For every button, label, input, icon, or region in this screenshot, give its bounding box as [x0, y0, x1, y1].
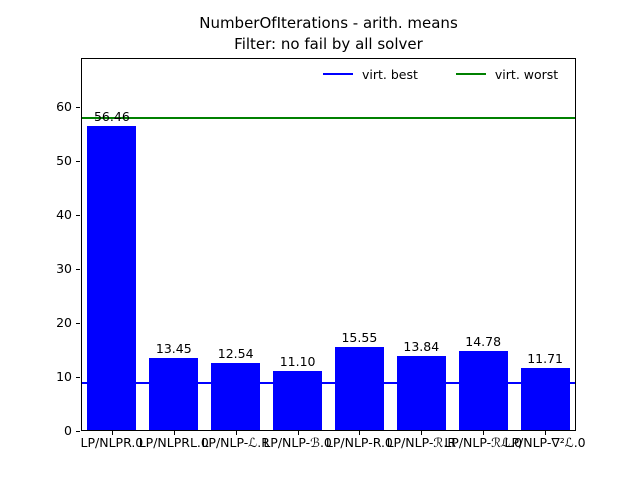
legend-item-virt-worst: virt. worst [455, 66, 559, 82]
y-tick-label: 30 [56, 260, 72, 276]
x-tick [235, 431, 237, 435]
x-tick-label: LP/NLP-ℬ.0 [263, 435, 332, 450]
legend-item-virt-best: virt. best [323, 67, 418, 82]
bar-4 [273, 371, 323, 431]
x-tick [359, 431, 361, 435]
x-tick [483, 431, 485, 435]
x-tick-label: LP/NLP-ℛℒ.0 [444, 435, 523, 450]
bar-7 [458, 351, 508, 431]
x-tick-label: LP/NLPR.0 [80, 435, 144, 450]
chart-title-line-1: NumberOfIterations - arith. means [199, 14, 458, 32]
x-tick [173, 431, 175, 435]
chart-title: NumberOfIterations - arith. means Filter… [81, 13, 576, 55]
bar-value-label: 15.55 [341, 329, 378, 345]
y-tick [76, 322, 80, 324]
legend: virt. best virt. worst [323, 66, 558, 82]
bar-value-label: 14.78 [465, 334, 502, 350]
x-tick-label: LP/NLP-ℛ.R [386, 435, 457, 450]
bar-6 [396, 356, 446, 431]
y-tick [76, 376, 80, 378]
x-tick-label: LP/NLP-∇²ℒ.0 [504, 435, 586, 450]
y-tick [76, 106, 80, 108]
bar-value-label: 13.84 [403, 339, 440, 355]
y-tick [76, 431, 80, 432]
y-tick [76, 268, 80, 270]
x-tick [545, 431, 547, 435]
x-tick-label: LP/NLPRL.0 [138, 435, 209, 450]
bar-2 [149, 358, 199, 431]
y-tick-label: 10 [56, 368, 72, 384]
virt-best-line-icon [323, 73, 353, 75]
y-tick-label: 40 [56, 206, 72, 222]
bar-value-label: 13.45 [155, 341, 192, 357]
bar-value-label: 11.71 [527, 350, 563, 366]
bar-value-label: 12.54 [217, 346, 254, 362]
x-tick-label: LP/NLP-R.0 [325, 435, 393, 450]
y-tick [76, 160, 80, 162]
y-tick-label: 50 [56, 152, 72, 168]
x-tick [111, 431, 113, 435]
y-tick-label: 20 [56, 314, 72, 330]
x-tick-label: LP/NLP-ℒ.R [201, 435, 270, 450]
y-tick-label: 0 [64, 423, 72, 438]
legend-label-virt-worst: virt. worst [494, 66, 559, 82]
y-tick-label: 60 [56, 98, 72, 114]
bar-value-label: 11.10 [279, 354, 316, 369]
x-tick [297, 431, 299, 435]
virt-worst-line-icon [455, 73, 486, 75]
x-tick [421, 431, 423, 435]
bar-1 [87, 125, 137, 431]
bar-5 [334, 346, 384, 431]
y-tick [76, 214, 80, 216]
bar-3 [211, 363, 261, 431]
chart-title-line-2: Filter: no fail by all solver [234, 35, 423, 53]
reference-line-virt-best [81, 382, 576, 385]
bar-value-label: 56.46 [93, 108, 130, 124]
legend-label-virt-best: virt. best [362, 66, 418, 82]
bar-8 [520, 367, 570, 431]
reference-line-virt-worst [81, 116, 576, 119]
